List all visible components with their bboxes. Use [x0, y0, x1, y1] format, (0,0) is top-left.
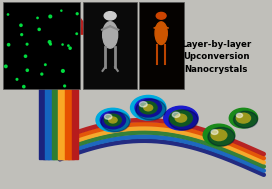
Polygon shape: [52, 34, 58, 159]
Circle shape: [100, 111, 125, 129]
Polygon shape: [51, 6, 85, 34]
Point: [43, 63, 48, 66]
Ellipse shape: [103, 22, 118, 48]
Polygon shape: [32, 6, 66, 34]
Circle shape: [236, 113, 251, 123]
Circle shape: [101, 112, 130, 132]
Circle shape: [175, 114, 187, 122]
Circle shape: [136, 99, 166, 120]
Polygon shape: [44, 5, 58, 34]
Polygon shape: [53, 34, 59, 159]
Circle shape: [96, 108, 130, 132]
Ellipse shape: [155, 22, 167, 45]
Polygon shape: [72, 34, 78, 159]
Polygon shape: [65, 34, 72, 159]
Polygon shape: [68, 34, 74, 159]
Point: [63, 84, 67, 88]
Circle shape: [169, 110, 198, 130]
Polygon shape: [58, 34, 64, 159]
Circle shape: [211, 130, 227, 141]
Point: [23, 55, 28, 58]
Circle shape: [104, 12, 116, 20]
Bar: [139, 2, 184, 89]
Polygon shape: [44, 6, 79, 34]
Circle shape: [208, 127, 235, 146]
Point: [59, 9, 64, 12]
Point: [6, 13, 10, 16]
Point: [47, 40, 52, 43]
Circle shape: [140, 102, 147, 107]
Polygon shape: [58, 34, 65, 159]
Circle shape: [164, 106, 198, 130]
Point: [7, 43, 11, 46]
Circle shape: [136, 99, 166, 120]
Point: [19, 24, 23, 27]
Point: [61, 69, 65, 72]
Polygon shape: [45, 34, 52, 159]
Bar: [3, 2, 80, 89]
Circle shape: [156, 12, 166, 19]
Circle shape: [131, 95, 166, 120]
Polygon shape: [58, 5, 73, 34]
Circle shape: [101, 112, 130, 132]
Polygon shape: [48, 34, 54, 159]
Circle shape: [172, 112, 180, 117]
Circle shape: [203, 124, 235, 146]
Polygon shape: [37, 5, 58, 34]
Bar: [83, 2, 137, 89]
Polygon shape: [51, 5, 58, 34]
Circle shape: [135, 98, 162, 117]
Point: [25, 69, 29, 72]
Polygon shape: [58, 5, 66, 34]
Circle shape: [144, 105, 153, 111]
Point: [60, 43, 65, 46]
Circle shape: [234, 111, 258, 128]
Point: [48, 43, 53, 46]
Circle shape: [236, 113, 243, 118]
Point: [25, 43, 29, 46]
Circle shape: [208, 127, 235, 146]
Point: [48, 15, 52, 18]
Point: [75, 32, 79, 35]
Polygon shape: [38, 6, 73, 34]
Point: [37, 28, 41, 31]
Point: [40, 73, 44, 76]
Point: [15, 78, 19, 81]
Polygon shape: [63, 34, 69, 159]
Circle shape: [104, 114, 121, 126]
Polygon shape: [43, 34, 49, 159]
Circle shape: [229, 108, 258, 128]
Point: [20, 33, 24, 36]
Point: [22, 85, 26, 88]
Point: [35, 16, 40, 19]
Circle shape: [169, 110, 198, 130]
Point: [4, 65, 8, 68]
Polygon shape: [39, 34, 45, 159]
Circle shape: [109, 117, 117, 123]
Circle shape: [104, 114, 112, 119]
Polygon shape: [57, 6, 92, 34]
Text: Layer-by-layer
Upconversion
Nanocrystals: Layer-by-layer Upconversion Nanocrystals: [181, 40, 251, 74]
Polygon shape: [58, 5, 80, 34]
Circle shape: [211, 130, 218, 135]
Circle shape: [140, 102, 157, 114]
Point: [66, 44, 70, 47]
Point: [68, 47, 72, 50]
Point: [75, 12, 79, 15]
Circle shape: [234, 111, 258, 128]
Polygon shape: [25, 6, 60, 34]
Circle shape: [169, 110, 192, 126]
